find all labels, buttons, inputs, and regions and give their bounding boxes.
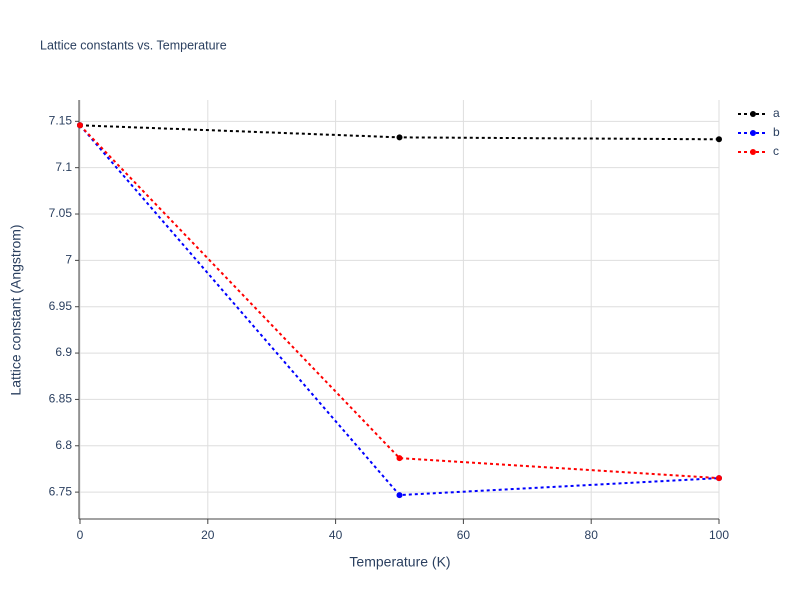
x-tick-label: 100 bbox=[709, 528, 729, 542]
y-tick-label: 6.8 bbox=[55, 438, 72, 452]
y-axis-title: Lattice constant (Angstrom) bbox=[8, 224, 24, 395]
x-tick-label: 0 bbox=[77, 528, 84, 542]
x-axis-title: Temperature (K) bbox=[349, 554, 450, 570]
x-tick-label: 40 bbox=[329, 528, 343, 542]
legend-label: a bbox=[773, 106, 780, 120]
y-tick-label: 7.15 bbox=[49, 113, 73, 127]
y-tick-label: 6.95 bbox=[49, 299, 73, 313]
y-tick-label: 6.9 bbox=[55, 345, 72, 359]
point bbox=[716, 136, 722, 143]
legend-label: c bbox=[773, 144, 779, 158]
legend-label: b bbox=[773, 125, 780, 139]
point bbox=[716, 475, 722, 482]
point bbox=[77, 122, 83, 129]
chart-title: Lattice constants vs. Temperature bbox=[40, 38, 227, 52]
point bbox=[396, 455, 403, 462]
y-tick-label: 6.75 bbox=[49, 484, 73, 498]
legend-marker bbox=[750, 149, 756, 155]
x-tick-label: 80 bbox=[585, 528, 599, 542]
y-tick-label: 7.1 bbox=[55, 160, 72, 174]
legend-marker bbox=[750, 130, 756, 136]
y-tick-label: 6.85 bbox=[49, 392, 73, 406]
x-tick-label: 20 bbox=[201, 528, 215, 542]
point bbox=[396, 134, 403, 141]
x-tick-label: 60 bbox=[457, 528, 471, 542]
y-tick-label: 7 bbox=[65, 253, 72, 267]
point bbox=[396, 492, 403, 499]
y-tick-label: 7.05 bbox=[49, 206, 73, 220]
legend-marker bbox=[750, 111, 756, 117]
series-line bbox=[79, 124, 720, 480]
